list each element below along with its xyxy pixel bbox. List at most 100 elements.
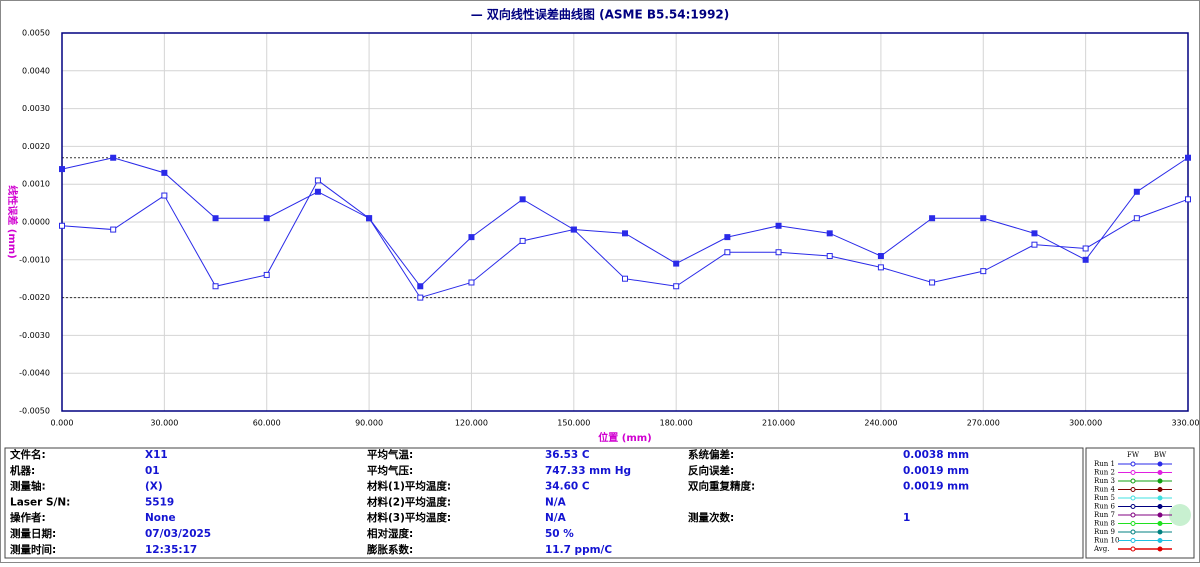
legend-frame [1085, 447, 1195, 559]
info-value: N/A [545, 512, 567, 524]
data-point [1031, 241, 1038, 248]
info-label: 文件名: [9, 448, 46, 461]
data-point [1133, 188, 1140, 195]
legend-label: Run 6 [1094, 503, 1116, 511]
x-tick-label: 210.000 [762, 419, 795, 428]
legend-label: Run 8 [1094, 520, 1115, 528]
y-tick-label: -0.0010 [19, 255, 50, 264]
legend-marker [1157, 470, 1163, 475]
y-axis-label: 线性误差 (mm) [6, 185, 19, 258]
data-point [1031, 230, 1038, 237]
info-label: 材料(3)平均温度: [366, 511, 451, 524]
legend-marker [1130, 461, 1136, 467]
data-point [775, 222, 782, 229]
y-tick-label: -0.0050 [19, 407, 50, 416]
info-label: 机器: [10, 464, 35, 477]
data-point [519, 237, 526, 244]
info-label: 材料(2)平均温度: [366, 495, 451, 508]
info-value: 12:35:17 [145, 544, 197, 556]
y-tick-label: 0.0010 [22, 180, 50, 189]
legend-label: Run 10 [1094, 537, 1119, 545]
info-label: 材料(1)平均温度: [366, 480, 451, 493]
info-value: 0.0019 mm [903, 465, 969, 477]
info-value: 36.53 C [545, 449, 590, 461]
data-point [775, 249, 782, 256]
info-value: (X) [145, 481, 163, 493]
data-point [263, 215, 270, 222]
data-point [929, 215, 936, 222]
legend-label: Avg. [1093, 545, 1109, 553]
legend-label: Run 9 [1094, 528, 1115, 536]
legend-marker [1157, 538, 1163, 543]
info-value: 5519 [145, 496, 174, 508]
plot-frame [61, 32, 1189, 412]
legend-marker [1157, 521, 1163, 526]
data-point [622, 275, 628, 282]
legend-marker [1130, 478, 1136, 484]
data-point [1185, 154, 1191, 161]
data-point [263, 271, 270, 278]
x-tick-label: 150.000 [557, 419, 590, 428]
legend-marker [1157, 495, 1163, 501]
info-frame [4, 447, 1084, 559]
info-label: 操作者: [10, 511, 46, 524]
data-point [59, 222, 65, 229]
y-tick-label: 0.0030 [22, 104, 50, 113]
info-label: 相对湿度: [367, 527, 413, 540]
legend-marker [1157, 546, 1163, 552]
info-label: 膨胀系数: [367, 543, 413, 556]
x-tick-label: 0.000 [51, 419, 74, 428]
legend-label: Run 3 [1094, 477, 1115, 485]
info-label: 双向重复精度: [687, 480, 755, 493]
data-point [570, 226, 577, 233]
x-tick-label: 60.000 [253, 419, 281, 428]
info-label: 反向误差: [688, 464, 734, 477]
data-point [980, 268, 987, 275]
legend-label: Run 5 [1094, 494, 1115, 502]
legend-marker [1130, 538, 1136, 543]
data-point [212, 283, 219, 290]
info-value: 747.33 mm Hg [545, 465, 631, 477]
x-tick-label: 240.000 [864, 419, 897, 428]
data-point [161, 192, 168, 199]
legend-marker [1157, 504, 1163, 509]
data-point [724, 234, 731, 241]
data-point [877, 264, 884, 271]
data-point [417, 294, 424, 301]
legend-marker [1157, 487, 1163, 492]
legend-label: Run 4 [1094, 486, 1116, 494]
y-tick-label: -0.0030 [19, 331, 50, 340]
data-point [59, 166, 65, 173]
data-point [366, 215, 373, 222]
x-tick-label: 30.000 [150, 419, 178, 428]
data-point [877, 253, 884, 260]
legend-label: Run 1 [1094, 460, 1115, 468]
legend-marker [1130, 487, 1136, 492]
info-label: 测量时间: [10, 543, 56, 556]
y-tick-label: -0.0020 [19, 293, 50, 302]
legend-marker [1157, 478, 1163, 484]
legend-label: Run 7 [1094, 511, 1115, 519]
info-value: 07/03/2025 [145, 528, 211, 540]
legend-marker [1130, 512, 1136, 518]
info-value: N/A [545, 496, 567, 508]
y-tick-label: 0.0040 [22, 66, 50, 75]
legend-marker [1157, 529, 1163, 535]
data-point [110, 154, 117, 161]
info-value: 0.0019 mm [903, 481, 969, 493]
x-tick-label: 300.000 [1069, 419, 1102, 428]
info-value: 34.60 C [545, 481, 590, 493]
info-label: 系统偏差: [688, 448, 734, 461]
info-value: 0.0038 mm [903, 449, 969, 461]
info-value: 01 [145, 465, 160, 477]
data-point [314, 177, 321, 184]
legend-marker [1130, 495, 1136, 501]
legend-header: BW [1154, 451, 1167, 459]
info-label: 平均气温: [367, 448, 413, 461]
legend-marker [1130, 521, 1136, 526]
data-point [314, 188, 321, 195]
data-point [673, 283, 680, 290]
info-value: 50 % [545, 528, 574, 540]
